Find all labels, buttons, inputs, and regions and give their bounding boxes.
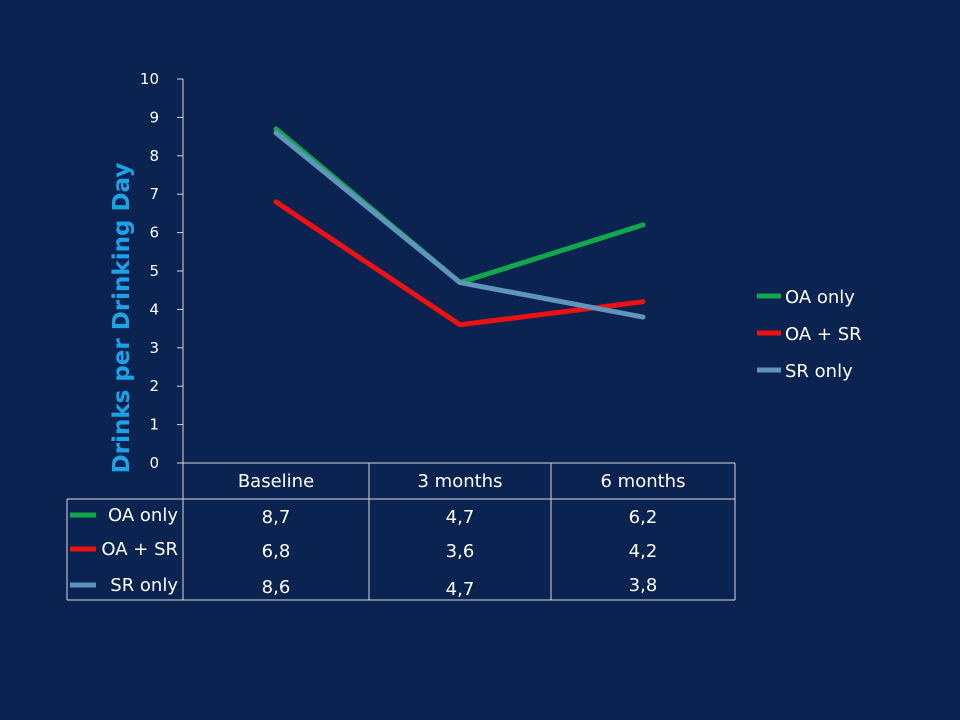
legend: OA only OA + SR SR only	[757, 287, 862, 382]
y-ticks: 0 1 2 3 4 5 6 7 8 9 10	[140, 70, 183, 472]
table-cell: 3,6	[446, 541, 475, 562]
y-tick-label: 8	[149, 147, 159, 165]
table-row-label: SR only	[110, 575, 178, 596]
y-tick-label: 7	[149, 185, 159, 203]
y-tick-label: 1	[149, 416, 159, 434]
series-line-sr-only	[273, 130, 646, 320]
table-column-header: 3 months	[418, 471, 503, 492]
y-tick-label: 10	[140, 70, 159, 88]
table-cell: 8,6	[262, 577, 291, 598]
y-axis-label: Drinks per Drinking Day	[109, 163, 135, 474]
legend-label: SR only	[785, 361, 853, 382]
data-table: Baseline 3 months 6 months OA only 8,7 4,7 6,2…	[66, 462, 736, 601]
table-cell: 4,7	[446, 507, 475, 528]
legend-label: OA only	[785, 287, 855, 308]
table-cell: 4,7	[446, 579, 475, 600]
table-cell: 3,8	[629, 575, 658, 596]
table-column-header: 6 months	[601, 471, 686, 492]
y-tick-label: 6	[149, 224, 159, 242]
table-column-header: Baseline	[238, 471, 314, 492]
table-row-label: OA + SR	[101, 539, 178, 560]
table-cell: 6,2	[629, 507, 658, 528]
series-line-oa-only	[273, 126, 646, 286]
y-tick-label: 0	[149, 454, 159, 472]
y-tick-label: 3	[149, 339, 159, 357]
table-row-label: OA only	[108, 505, 178, 526]
table-cell: 4,2	[629, 541, 658, 562]
table-cell: 8,7	[262, 507, 291, 528]
y-tick-label: 5	[149, 262, 159, 280]
legend-label: OA + SR	[785, 324, 862, 345]
series-line-oa-sr	[273, 199, 646, 328]
series-lines	[273, 126, 646, 328]
y-tick-label: 4	[149, 300, 159, 318]
y-tick-label: 2	[149, 377, 159, 395]
y-tick-label: 9	[149, 108, 159, 126]
table-cell: 6,8	[262, 541, 291, 562]
